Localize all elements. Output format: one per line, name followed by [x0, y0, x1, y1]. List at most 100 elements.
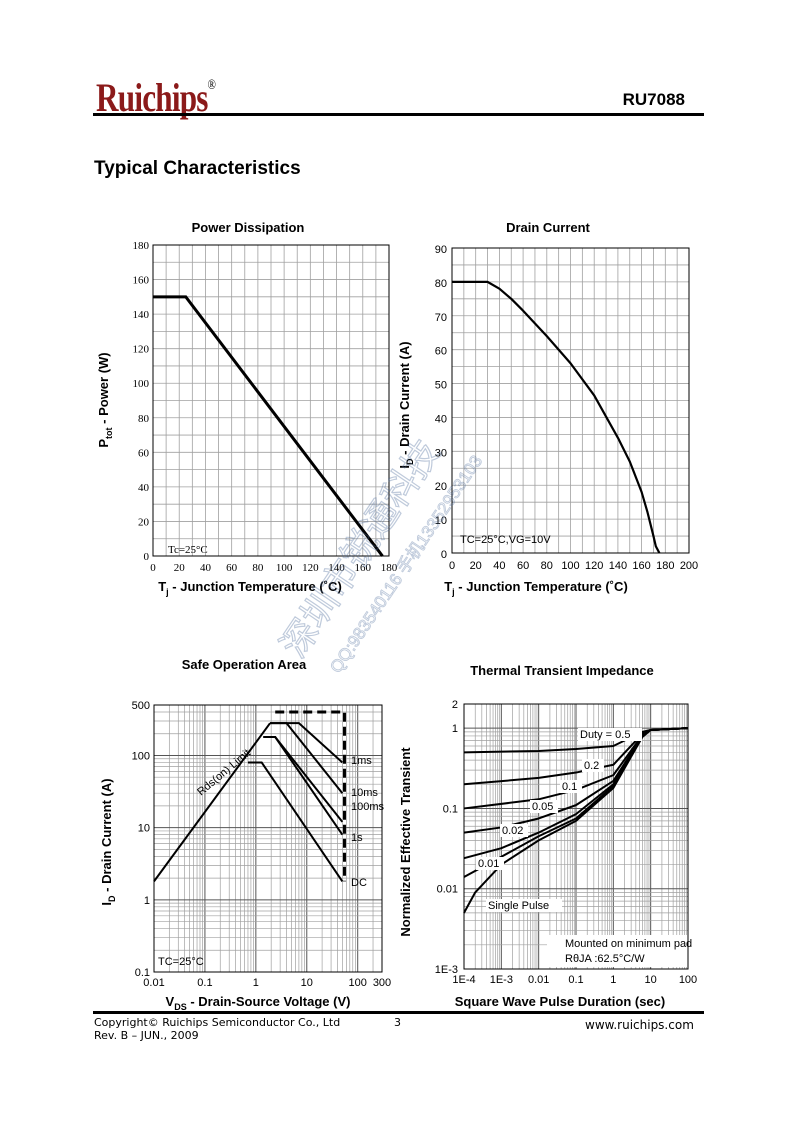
power-xtick-label: 20 [174, 562, 186, 574]
thermal-curve-label: Duty = 0.5 [580, 729, 630, 741]
soa-series-10ms [270, 722, 344, 794]
power-ytick-label: 20 [138, 516, 150, 528]
registered-mark: ® [207, 78, 216, 93]
soa-xtick-label: 0.1 [197, 977, 212, 989]
thermal-xtick-label: 0.1 [568, 974, 583, 986]
power-plot-frame [152, 244, 390, 557]
thermal-ylabel: Normalized Effective Transient [398, 747, 413, 937]
drain-annotation: TC=25°C,VG=10V [460, 534, 551, 546]
soa-xtick-label: 1 [253, 977, 259, 989]
power-ytick-label: 100 [133, 378, 150, 390]
soa-xtick-label: 100 [349, 977, 367, 989]
soa-curve-label: 100ms [351, 801, 385, 813]
soa-curve-label: 1ms [351, 755, 372, 767]
soa-curve-label: DC [351, 877, 367, 889]
power-xtick-label: 100 [276, 562, 293, 574]
thermal-ytick-label: 1E-3 [435, 964, 458, 976]
drain-xtick-label: 160 [632, 560, 650, 572]
power-xtick-label: 140 [328, 562, 345, 574]
power-chart-title: Power Dissipation [192, 220, 305, 235]
power-xlabel: Tj - Junction Temperature (˚C) [158, 579, 342, 597]
power-ytick-label: 140 [133, 309, 150, 321]
thermal-impedance-chart: Thermal Transient Impedance 1E-3 0.01 0.1 1 2… [398, 663, 697, 1009]
thermal-label-bg [500, 824, 528, 837]
part-number: RU7088 [622, 90, 685, 109]
power-ytick-label: 40 [138, 482, 150, 494]
drain-ytick-label: 90 [435, 244, 447, 256]
drain-xlabel: Tj - Junction Temperature (˚C) [444, 579, 628, 597]
soa-ytick-label: 100 [132, 750, 150, 762]
thermal-curve-label: 0.1 [562, 781, 577, 793]
thermal-series-single-pulse [463, 727, 689, 914]
power-ytick-label: 120 [133, 344, 150, 356]
thermal-label-bg [560, 780, 582, 793]
thermal-xlabel: Square Wave Pulse Duration (sec) [455, 994, 665, 1009]
thermal-ytick-label: 0.1 [443, 803, 458, 815]
thermal-curve-label: 0.02 [502, 825, 523, 837]
soa-curve-label: 10ms [351, 787, 378, 799]
soa-series-1s [263, 736, 344, 836]
thermal-note-bg [547, 935, 687, 967]
soa-xlabel: VDS - Drain-Source Voltage (V) [166, 994, 351, 1012]
power-xtick-label: 120 [302, 562, 319, 574]
footer-page-number: 3 [394, 1016, 401, 1029]
soa-ytick-label: 500 [132, 700, 150, 712]
power-ytick-label: 60 [138, 447, 150, 459]
soa-xtick-label: 0.01 [143, 977, 164, 989]
drain-ytick-label: 40 [435, 413, 447, 425]
thermal-xtick-label: 100 [679, 974, 697, 986]
thermal-ytick-label: 0.01 [437, 884, 458, 896]
thermal-curve-label: Single Pulse [488, 900, 549, 912]
power-series-line [153, 295, 384, 557]
thermal-curve-label: 0.2 [584, 760, 599, 772]
soa-annotation: TC=25°C [158, 956, 204, 968]
footer-url: www.ruichips.com [585, 1018, 694, 1032]
power-annotation: Tc=25°C [168, 544, 208, 556]
drain-xtick-label: 80 [541, 560, 553, 572]
thermal-curve-label: 0.05 [532, 801, 553, 813]
thermal-ytick-label: 1 [452, 723, 458, 735]
drain-ylabel: ID - Drain Current (A) [397, 341, 415, 468]
drain-ytick-label: 20 [435, 481, 447, 493]
soa-xtick-label: 10 [301, 977, 313, 989]
drain-current-chart: Drain Current 0 10 20 30 40 50 60 70 80 90 0 20 40 60 8… [397, 220, 698, 597]
drain-ytick-label: 0 [441, 549, 447, 561]
drain-xtick-label: 180 [656, 560, 674, 572]
soa-series-rds-on-limit [153, 722, 271, 882]
soa-xtick-label: 300 [373, 977, 391, 989]
logo-text: Ruichips [96, 75, 208, 120]
drain-xtick-label: 40 [493, 560, 505, 572]
power-xtick-label: 0 [150, 562, 156, 574]
thermal-note-line2: RθJA :62.5°C/W [565, 953, 645, 965]
thermal-curve-label: 0.01 [478, 858, 499, 870]
power-ytick-label: 160 [133, 275, 150, 287]
soa-curve-label: 1s [351, 832, 363, 844]
thermal-label-bg [530, 800, 558, 813]
power-xtick-label: 180 [381, 562, 398, 574]
drain-ytick-label: 80 [435, 278, 447, 290]
section-title: Typical Characteristics [94, 158, 301, 179]
drain-ytick-label: 30 [435, 447, 447, 459]
thermal-xtick-label: 0.01 [528, 974, 549, 986]
drain-series-line [452, 280, 661, 554]
thermal-label-bg [578, 728, 642, 741]
footer-rule [93, 1011, 704, 1014]
thermal-label-bg [582, 759, 604, 772]
drain-xtick-label: 120 [585, 560, 603, 572]
thermal-xtick-label: 1E-3 [490, 974, 513, 986]
power-dissipation-chart: Power Dissipation 0 20 40 60 80 100 120 140 160 18… [96, 220, 398, 597]
power-xtick-label: 40 [200, 562, 212, 574]
soa-series-dc [247, 761, 344, 882]
drain-ytick-label: 60 [435, 346, 447, 358]
thermal-label-bg [486, 899, 562, 912]
power-ylabel: Ptot - Power (W) [96, 352, 114, 447]
drain-xtick-label: 60 [517, 560, 529, 572]
drain-ytick-label: 50 [435, 380, 447, 392]
thermal-label-bg [476, 857, 504, 870]
power-xtick-label: 80 [252, 562, 264, 574]
thermal-note-line1: Mounted on minimum pad [565, 938, 692, 950]
thermal-xtick-label: 1 [610, 974, 616, 986]
header-rule [93, 113, 704, 116]
drain-ytick-label: 70 [435, 312, 447, 324]
